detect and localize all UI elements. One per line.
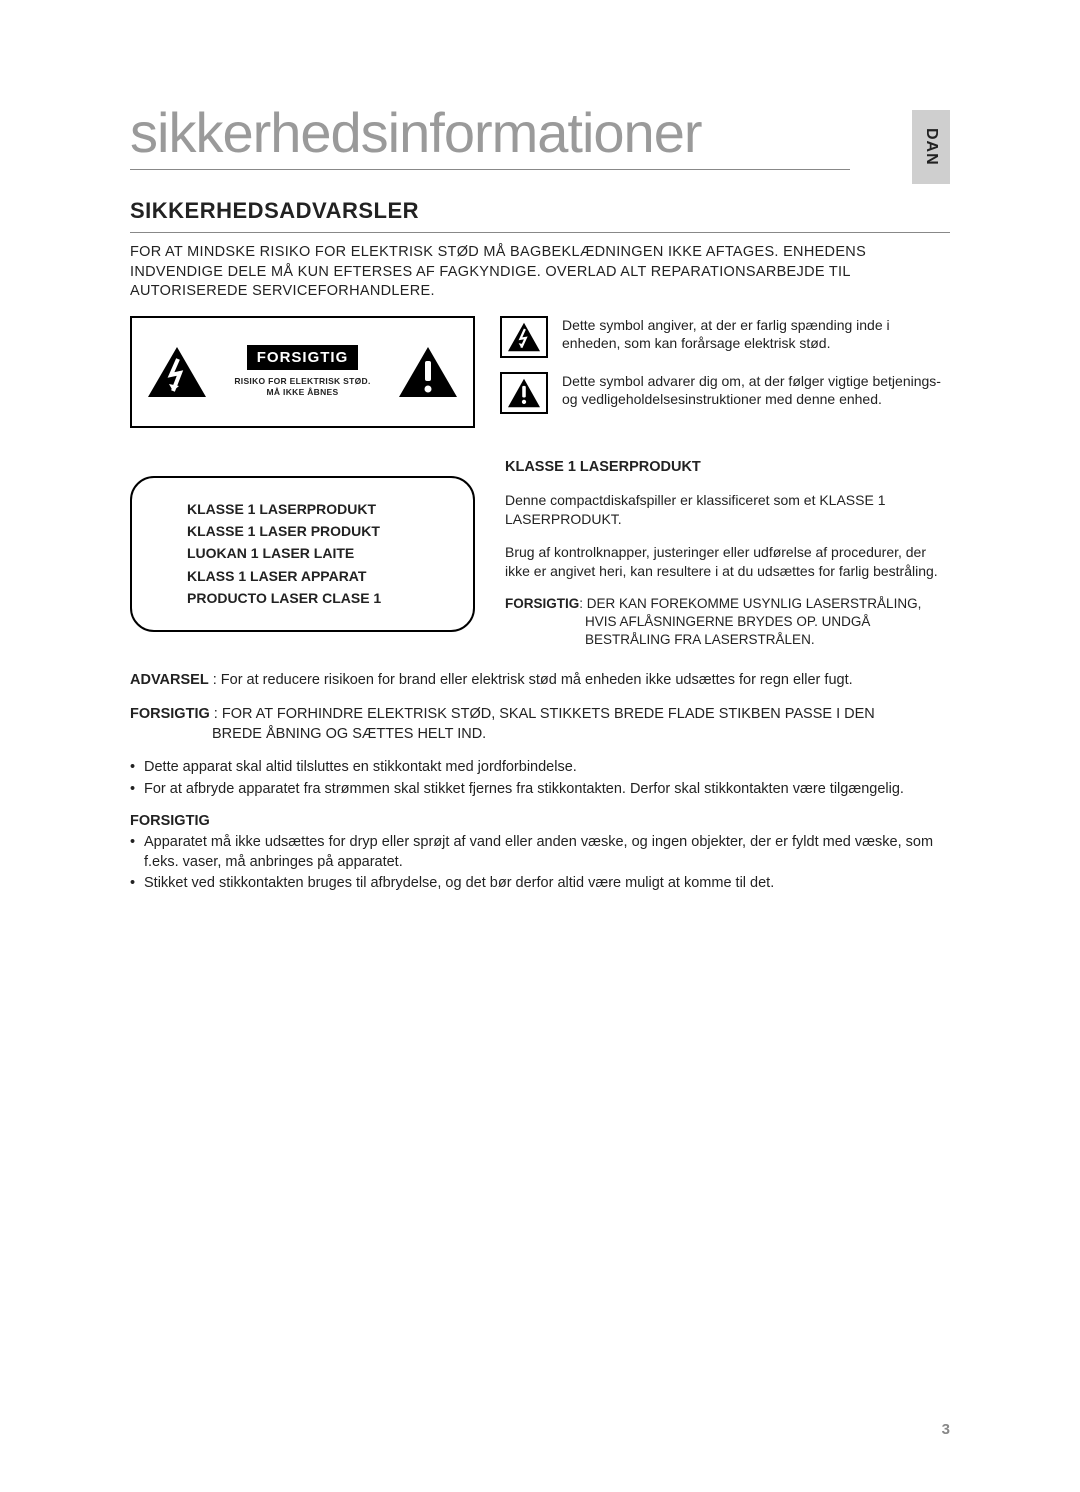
page-number: 3 [942, 1421, 950, 1438]
list-item: For at afbryde apparatet fra strømmen sk… [130, 780, 950, 800]
shock-icon-small [500, 316, 548, 358]
bullet-list-1: Dette apparat skal altid tilsluttes en s… [130, 758, 950, 799]
laser-line: KLASSE 1 LASER PRODUKT [187, 520, 453, 542]
intro-paragraph: FOR AT MINDSKE RISIKO FOR ELEKTRISK STØD… [130, 243, 950, 302]
laser-heading: KLASSE 1 LASERPRODUKT [505, 458, 950, 478]
laser-line: PRODUCTO LASER CLASE 1 [187, 587, 453, 609]
warning-paragraph: ADVARSEL : For at reducere risikoen for … [130, 671, 950, 691]
caution-line1: RISIKO FOR ELEKTRISK STØD. [234, 376, 370, 386]
symbol-row-shock: Dette symbol angiver, at der er farlig s… [500, 316, 950, 358]
main-title: sikkerhedsinformationer [130, 100, 850, 170]
list-item: Stikket ved stikkontakten bruges til afb… [130, 874, 950, 894]
caution-subtext: RISIKO FOR ELEKTRISK STØD. MÅ IKKE ÅBNES [214, 376, 391, 398]
laser-p1: Denne compactdiskafspiller er klassifice… [505, 491, 950, 529]
caution-label: FORSIGTIG [247, 345, 359, 370]
caution2-body2: BREDE ÅBNING OG SÆTTES HELT IND. [130, 725, 950, 745]
caution-paragraph-2: FORSIGTIG : FOR AT FORHINDRE ELEKTRISK S… [130, 705, 950, 744]
shock-icon [146, 345, 208, 399]
laser-class-box: KLASSE 1 LASERPRODUKT KLASSE 1 LASER PRO… [130, 476, 475, 632]
list-item: Apparatet må ikke udsættes for dryp elle… [130, 833, 950, 872]
laser-line: KLASS 1 LASER APPARAT [187, 565, 453, 587]
symbol-descriptions: Dette symbol angiver, at der er farlig s… [500, 316, 950, 428]
bullet-list-2: Apparatet må ikke udsættes for dryp elle… [130, 833, 950, 894]
caution-line2: MÅ IKKE ÅBNES [267, 387, 339, 397]
caution-box: FORSIGTIG RISIKO FOR ELEKTRISK STØD. MÅ … [130, 316, 475, 428]
exclamation-icon-small [500, 372, 548, 414]
laser-line: LUOKAN 1 LASER LAITE [187, 542, 453, 564]
exclamation-icon [397, 345, 459, 399]
caution-row: FORSIGTIG RISIKO FOR ELEKTRISK STØD. MÅ … [130, 316, 950, 428]
laser-description: KLASSE 1 LASERPRODUKT Denne compactdiska… [505, 458, 950, 650]
laser-caution: FORSIGTIG: DER KAN FOREKOMME USYNLIG LAS… [505, 595, 950, 650]
caution3-label: FORSIGTIG [130, 813, 950, 829]
section-heading: SIKKERHEDSADVARSLER [130, 198, 950, 233]
laser-caution-body2: HVIS AFLÅSNINGERNE BRYDES OP. UNDGÅ [505, 613, 950, 631]
caution2-body1: : FOR AT FORHINDRE ELEKTRISK STØD, SKAL … [210, 706, 875, 722]
laser-row: KLASSE 1 LASERPRODUKT KLASSE 1 LASER PRO… [130, 458, 950, 650]
caution-center: FORSIGTIG RISIKO FOR ELEKTRISK STØD. MÅ … [208, 345, 397, 398]
warning-label: ADVARSEL [130, 672, 209, 688]
laser-caution-body3: BESTRÅLING FRA LASERSTRÅLEN. [505, 631, 950, 649]
laser-caution-body1: : DER KAN FOREKOMME USYNLIG LASERSTRÅLIN… [579, 596, 921, 611]
symbol-shock-text: Dette symbol angiver, at der er farlig s… [562, 316, 950, 352]
language-tab: DAN [912, 110, 950, 184]
symbol-exclaim-text: Dette symbol advarer dig om, at der følg… [562, 372, 950, 408]
laser-p2: Brug af kontrolknapper, justeringer elle… [505, 543, 950, 581]
symbol-row-exclaim: Dette symbol advarer dig om, at der følg… [500, 372, 950, 414]
laser-caution-label: FORSIGTIG [505, 596, 579, 611]
list-item: Dette apparat skal altid tilsluttes en s… [130, 758, 950, 778]
laser-line: KLASSE 1 LASERPRODUKT [187, 498, 453, 520]
caution2-label: FORSIGTIG [130, 706, 210, 722]
warning-body: : For at reducere risikoen for brand ell… [209, 672, 853, 688]
